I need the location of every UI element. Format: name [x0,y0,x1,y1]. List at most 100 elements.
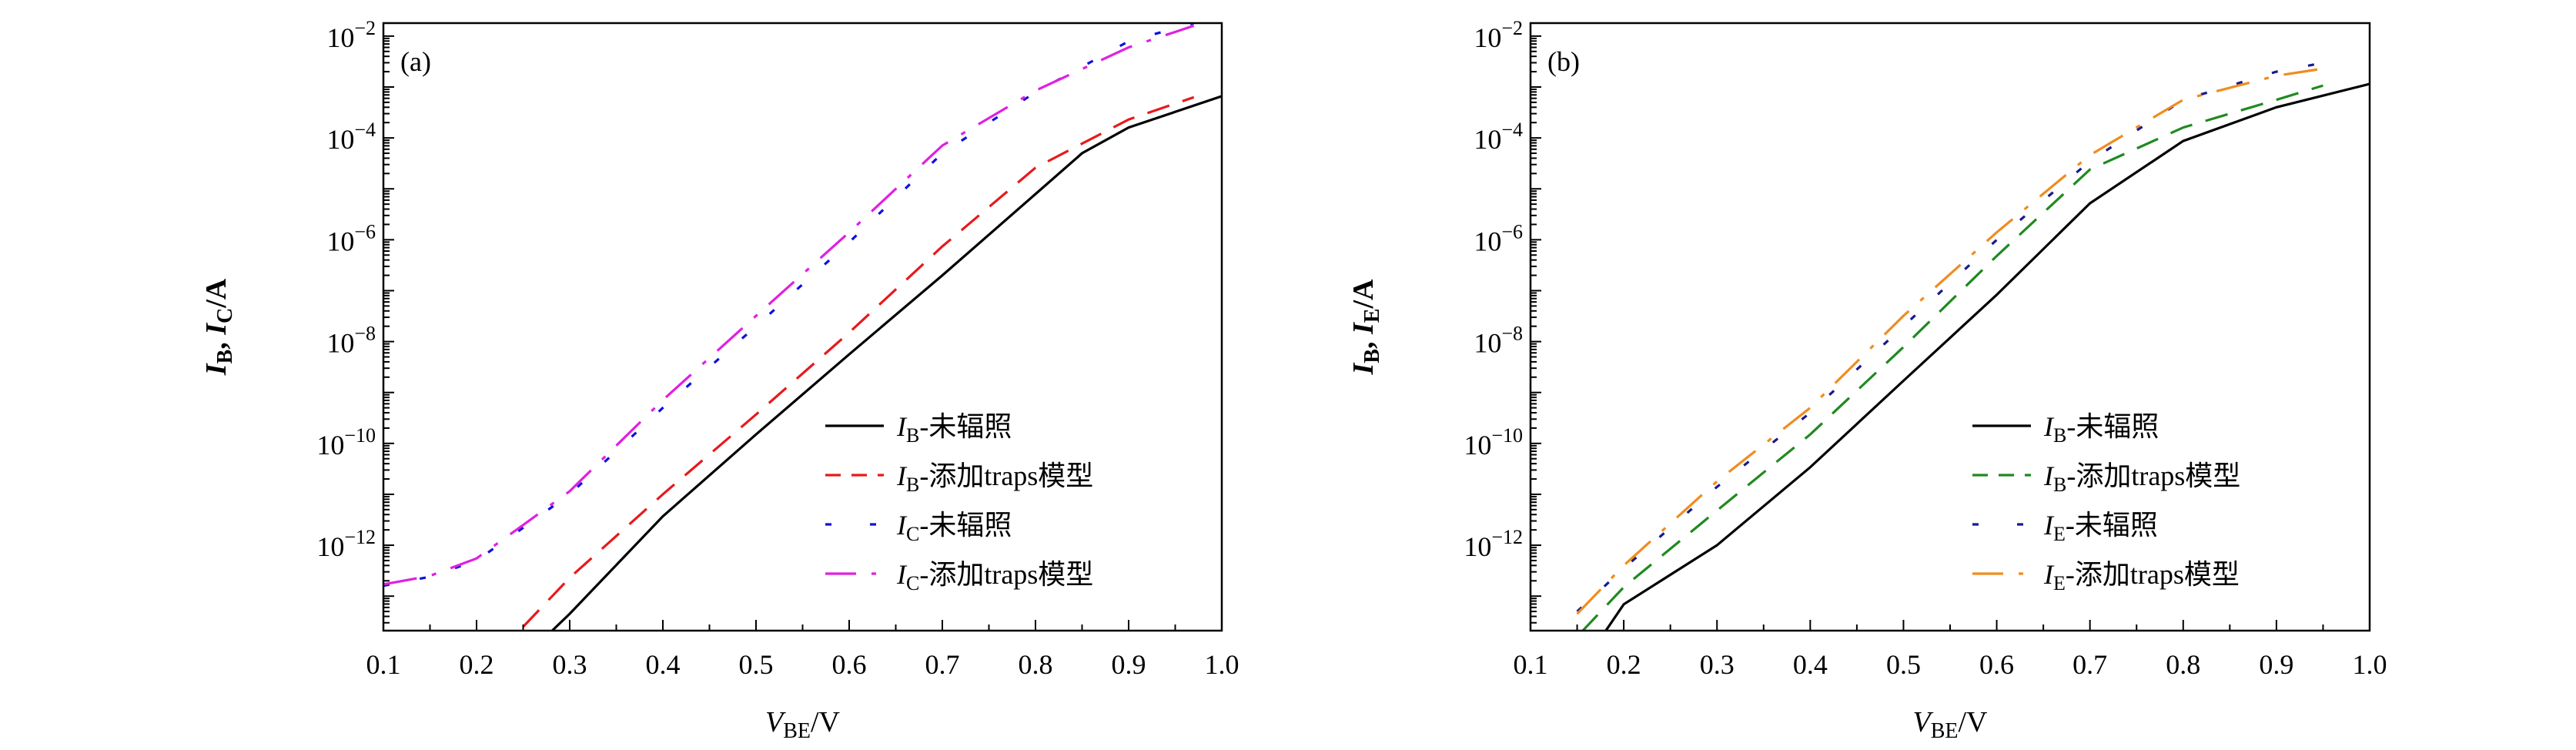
y-label-var: I [1347,322,1380,335]
panel-a: 0.1 0.2 0.3 0.4 0.5 0.6 0.7 0.8 0.9 1.010−210−410… [200,17,1239,743]
plot-frame [1529,22,2371,632]
x-label-sub: BE [1931,719,1959,743]
y-tick-label: 10−2 [326,17,376,53]
y-label-sub: E [1360,309,1384,323]
x-tick-label: 0.9 [1112,649,1146,680]
x-tick-label: 0.2 [460,649,494,680]
series-line-1 [522,95,1195,628]
series-line-2 [1576,58,2342,613]
x-tick-label: 0.6 [832,649,867,680]
y-tick-exponent: −12 [344,526,376,548]
legend-label: IE-未辐照 [2043,510,2158,545]
y-tick-exponent: −12 [1491,526,1523,548]
y-axis-label: IB, IC/A [200,278,237,376]
x-tick-label: 0.2 [1607,649,1641,680]
y-label-unit: /A [1347,279,1380,310]
x-axis-label: VBE/V [765,706,841,743]
legend-label: IC-添加traps模型 [896,559,1093,594]
series-line-3 [383,24,1195,586]
legend-text: -未辐照 [919,411,1012,442]
x-tick-label: 0.8 [2166,649,2200,680]
y-tick-label: 10−8 [1474,323,1523,359]
y-label-var: I [1347,362,1380,375]
x-tick-label: 0.3 [1700,649,1735,680]
legend-item: IB-未辐照 [1972,411,2159,447]
series-line-2 [383,23,1195,588]
x-tick-label: 0.6 [1979,649,2014,680]
legend-label: IC-未辐照 [896,510,1012,545]
legend-text: -添加traps模型 [2066,460,2240,491]
y-label-unit: /A [200,278,233,309]
y-label-sub: B [213,350,237,364]
plot-frame [382,22,1223,632]
y-tick-exponent: −10 [1491,424,1523,447]
legend-var: I [2043,510,2055,541]
y-tick-exponent: −2 [354,17,376,39]
y-tick-label: 10−8 [326,323,376,359]
y-tick-exponent: −8 [1501,323,1523,345]
legend-var: I [896,460,908,491]
legend-var: I [2043,559,2055,590]
legend-sub: E [2053,572,2066,594]
legend-text: -添加traps模型 [919,559,1093,590]
y-tick-exponent: −6 [354,220,376,243]
y-tick-base: 10 [1474,124,1501,155]
legend-var: I [896,411,908,442]
y-label-sub: C [213,308,237,323]
x-tick-label: 0.4 [1793,649,1828,680]
y-tick-base: 10 [1474,22,1501,53]
legend-sub: E [2053,523,2066,545]
legend-item: IB-添加traps模型 [825,460,1093,496]
x-tick-label: 0.7 [925,649,960,680]
legend-var: I [896,510,908,541]
y-label-sep: , [200,335,233,350]
y-label-var: I [200,323,233,336]
legend-text: -添加traps模型 [919,460,1093,491]
x-tick-label: 0.1 [366,649,401,680]
x-tick-label: 0.8 [1019,649,1053,680]
legend-sub: B [2053,424,2066,447]
y-tick-base: 10 [326,22,354,53]
legend-label: IB-添加traps模型 [2043,460,2240,496]
legend-item: IE-未辐照 [1972,510,2158,545]
y-tick-label: 10−6 [1474,220,1523,256]
x-tick-label: 0.5 [1886,649,1921,680]
legend-sub: B [906,474,919,496]
y-tick-exponent: −6 [1501,220,1523,243]
y-tick-label: 10−6 [326,220,376,256]
y-label-var: I [200,363,233,376]
legend-label: IB-添加traps模型 [896,460,1093,496]
legend-item: IC-未辐照 [825,510,1012,545]
y-tick-label: 10−2 [1474,17,1523,53]
y-tick-base: 10 [326,124,354,155]
legend-text: -未辐照 [2066,510,2158,541]
y-tick-exponent: −8 [354,323,376,345]
y-tick-base: 10 [1474,328,1501,359]
y-tick-label: 10−12 [1464,526,1523,562]
y-label-sub: B [1360,349,1384,363]
legend-var: I [2043,411,2055,442]
panel-b: 0.1 0.2 0.3 0.4 0.5 0.6 0.7 0.8 0.9 1.010−210−410… [1347,17,2387,743]
panel-label: (b) [1547,46,1580,77]
y-tick-exponent: −4 [1501,119,1523,141]
x-label-unit: /V [1959,706,1989,738]
legend-text: -未辐照 [919,510,1012,541]
x-axis-label: VBE/V [1913,706,1989,743]
series-line-0 [1604,82,2370,631]
y-tick-base: 10 [326,226,354,256]
x-tick-label: 0.7 [2073,649,2107,680]
legend-item: IB-添加traps模型 [1972,460,2240,496]
y-tick-base: 10 [1474,226,1501,256]
legend-var: I [2043,460,2055,491]
x-label-unit: /V [811,706,841,738]
y-tick-exponent: −2 [1501,17,1523,39]
x-label-var: V [1913,706,1934,738]
y-tick-base: 10 [316,531,344,562]
x-tick-label: 0.4 [646,649,681,680]
legend-label: IB-未辐照 [2043,411,2159,447]
x-tick-label: 1.0 [2353,649,2387,680]
legend-sub: C [906,523,919,545]
y-tick-base: 10 [1464,430,1491,460]
